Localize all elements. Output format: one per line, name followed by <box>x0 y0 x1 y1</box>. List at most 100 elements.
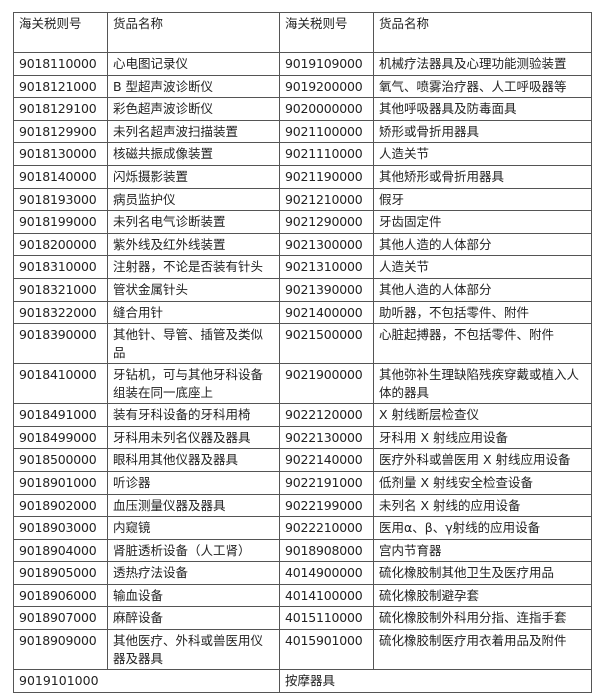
code-cell: 9021400000 <box>279 300 374 325</box>
name-cell: 管状金属针头 <box>107 277 280 302</box>
name-cell: 输血设备 <box>107 583 280 608</box>
code-cell: 9021210000 <box>279 187 374 212</box>
table-row: 9018110000 心电图记录仪 9019109000 机械疗法器具及心理功能测验装… <box>13 52 592 76</box>
code-cell: 9018410000 <box>13 363 108 405</box>
name-cell: 牙齿固定件 <box>373 210 592 234</box>
table-row: 9018905000 透热疗法设备 4014900000 硫化橡胶制其他卫生及医疗用品 <box>13 561 592 585</box>
code-cell: 9021190000 <box>279 164 374 189</box>
code-cell: 9022191000 <box>279 470 374 495</box>
name-cell: 核磁共振成像装置 <box>107 142 280 166</box>
name-cell: 医用α、β、γ射线的应用设备 <box>373 516 592 540</box>
name-cell: 医疗外科或兽医用 X 射线应用设备 <box>373 448 592 472</box>
code-cell: 9018130000 <box>13 142 108 166</box>
name-cell: 助听器，不包括零件、附件 <box>373 300 592 325</box>
code-cell: 9021100000 <box>279 119 374 144</box>
code-cell: 9021900000 <box>279 363 374 405</box>
code-cell: 9021290000 <box>279 210 374 234</box>
code-cell: 9021310000 <box>279 255 374 279</box>
name-cell: 未列名超声波扫描装置 <box>107 119 280 144</box>
code-cell: 9018905000 <box>13 561 108 585</box>
name-cell: 牙钻机，可与其他牙科设备组装在同一底座上 <box>107 363 280 405</box>
code-cell: 4015901000 <box>279 629 374 671</box>
name-cell: 其他弥补生理缺陷残疾穿戴或植入人体的器具 <box>373 363 592 405</box>
code-cell: 9021390000 <box>279 277 374 302</box>
table-row: 9018121000 B 型超声波诊断仪 9019200000 氧气、喷雾治疗器、人工… <box>13 74 592 99</box>
name-cell: 未列名 X 射线的应用设备 <box>373 493 592 518</box>
name-cell: 心脏起搏器，不包括零件、附件 <box>373 323 592 365</box>
table-row: 9018909000 其他医疗、外科或兽医用仪器及器具 4015901000 硫化橡胶… <box>13 629 592 671</box>
name-cell: 其他人造的人体部分 <box>373 232 592 257</box>
name-cell: 硫化橡胶制其他卫生及医疗用品 <box>373 561 592 585</box>
table-row: 9018901000 听诊器 9022191000 低剂量 X 射线安全检查设备 <box>13 470 592 495</box>
code-cell: 9019109000 <box>279 52 374 76</box>
name-cell: 未列名电气诊断装置 <box>107 210 280 234</box>
name-cell: 其他呼吸器具及防毒面具 <box>373 97 592 121</box>
table-row-last: 9019101000 按摩器具 <box>13 669 592 693</box>
code-cell: 9021110000 <box>279 142 374 166</box>
code-cell: 9018909000 <box>13 629 108 671</box>
table-row: 9018902000 血压测量仪器及器具 9022199000 未列名 X 射线的应用… <box>13 493 592 518</box>
name-cell: 假牙 <box>373 187 592 212</box>
name-cell: 宫内节育器 <box>373 538 592 563</box>
code-cell: 9018901000 <box>13 470 108 495</box>
name-cell: 硫化橡胶制避孕套 <box>373 583 592 608</box>
header-name: 货品名称 <box>107 12 280 53</box>
header-code: 海关税则号 <box>279 12 374 53</box>
table-row: 9018903000 内窥镜 9022210000 医用α、β、γ射线的应用设备 <box>13 516 592 540</box>
name-cell: 硫化橡胶制医疗用衣着用品及附件 <box>373 629 592 671</box>
name-cell: 低剂量 X 射线安全检查设备 <box>373 470 592 495</box>
code-cell: 9018193000 <box>13 187 108 212</box>
code-cell: 9021500000 <box>279 323 374 365</box>
name-cell: 其他针、导管、插管及类似品 <box>107 323 280 365</box>
code-cell: 9022199000 <box>279 493 374 518</box>
name-cell: 牙科用 X 射线应用设备 <box>373 425 592 450</box>
code-cell: 9018129900 <box>13 119 108 144</box>
name-cell: 听诊器 <box>107 470 280 495</box>
code-cell: 9022120000 <box>279 403 374 427</box>
name-cell: 肾脏透析设备（人工肾） <box>107 538 280 563</box>
code-cell: 9018321000 <box>13 277 108 302</box>
table-row: 9018491000 装有牙科设备的牙科用椅 9022120000 X 射线断层检查仪 <box>13 403 592 427</box>
code-cell: 9021300000 <box>279 232 374 257</box>
table-row: 9018906000 输血设备 4014100000 硫化橡胶制避孕套 <box>13 583 592 608</box>
code-cell: 9018310000 <box>13 255 108 279</box>
name-cell: X 射线断层检查仪 <box>373 403 592 427</box>
name-cell: 心电图记录仪 <box>107 52 280 76</box>
table-row: 9018129900 未列名超声波扫描装置 9021100000 矫形或骨折用器具 <box>13 119 592 144</box>
name-cell: 矫形或骨折用器具 <box>373 119 592 144</box>
name-cell: 眼科用其他仪器及器具 <box>107 448 280 472</box>
code-cell: 9022210000 <box>279 516 374 540</box>
name-cell: 其他人造的人体部分 <box>373 277 592 302</box>
code-cell: 9018906000 <box>13 583 108 608</box>
table-row: 9018140000 闪烁摄影装置 9021190000 其他矫形或骨折用器具 <box>13 164 592 189</box>
name-cell: 内窥镜 <box>107 516 280 540</box>
name-cell: 麻醉设备 <box>107 606 280 631</box>
name-cell: 牙科用未列名仪器及器具 <box>107 425 280 450</box>
code-cell: 9018129100 <box>13 97 108 121</box>
table-row: 9018193000 病员监护仪 9021210000 假牙 <box>13 187 592 212</box>
code-cell: 9019200000 <box>279 74 374 99</box>
code-cell: 9022130000 <box>279 425 374 450</box>
name-cell: 机械疗法器具及心理功能测验装置 <box>373 52 592 76</box>
code-cell: 9018390000 <box>13 323 108 365</box>
code-cell: 9018907000 <box>13 606 108 631</box>
table-row: 9018904000 肾脏透析设备（人工肾） 9018908000 宫内节育器 <box>13 538 592 563</box>
code-cell: 9022140000 <box>279 448 374 472</box>
name-cell: 其他矫形或骨折用器具 <box>373 164 592 189</box>
table-row: 9018130000 核磁共振成像装置 9021110000 人造关节 <box>13 142 592 166</box>
name-cell: 紫外线及红外线装置 <box>107 232 280 257</box>
name-cell: 按摩器具 <box>279 669 592 693</box>
table-row: 9018200000 紫外线及红外线装置 9021300000 其他人造的人体部分 <box>13 232 592 257</box>
table-row: 9018907000 麻醉设备 4015110000 硫化橡胶制外科用分指、连指手套 <box>13 606 592 631</box>
code-cell: 9018908000 <box>279 538 374 563</box>
name-cell: 硫化橡胶制外科用分指、连指手套 <box>373 606 592 631</box>
table-row: 9018321000 管状金属针头 9021390000 其他人造的人体部分 <box>13 277 592 302</box>
name-cell: 注射器，不论是否装有针头 <box>107 255 280 279</box>
name-cell: 闪烁摄影装置 <box>107 164 280 189</box>
name-cell: 彩色超声波诊断仪 <box>107 97 280 121</box>
code-cell: 9018904000 <box>13 538 108 563</box>
name-cell: 透热疗法设备 <box>107 561 280 585</box>
code-cell: 9018140000 <box>13 164 108 189</box>
code-cell: 9018491000 <box>13 403 108 427</box>
code-cell: 9020000000 <box>279 97 374 121</box>
